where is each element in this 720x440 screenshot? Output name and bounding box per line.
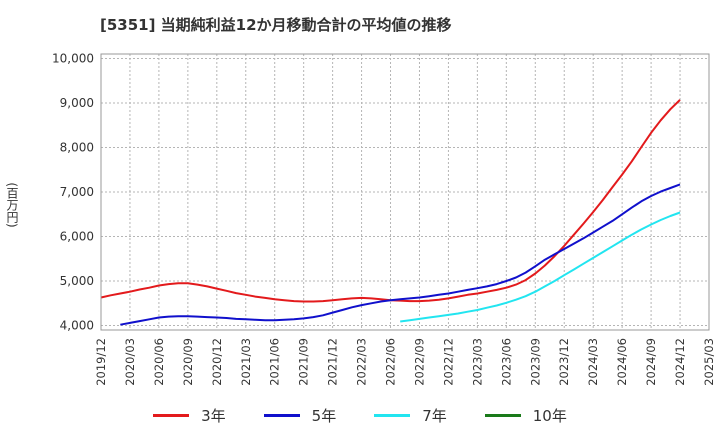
x-tick-label: 2022/03 (355, 338, 369, 386)
x-tick-label: 2021/06 (268, 338, 282, 386)
y-tick-label: 4,000 (60, 319, 94, 333)
y-tick-label: 9,000 (60, 96, 94, 110)
x-tick-label: 2023/09 (528, 338, 542, 386)
y-tick-label: 6,000 (60, 230, 94, 244)
series-line (120, 183, 681, 326)
x-tick-label: 2021/12 (326, 338, 340, 386)
x-tick-label: 2024/09 (644, 338, 658, 386)
y-tick-label: 8,000 (60, 140, 94, 154)
x-tick-label: 2020/03 (123, 338, 137, 386)
x-tick-label: 2020/06 (152, 338, 166, 386)
x-tick-label: 2023/12 (557, 338, 571, 386)
y-axis-ticks: 4,000 5,000 6,000 7,000 8,000 9,000 10,000 (52, 51, 94, 332)
x-tick-label: 2022/12 (441, 338, 455, 386)
legend: 3年 5年 7年 10年 (0, 403, 720, 427)
x-tick-label: 2020/12 (210, 338, 224, 386)
x-tick-label: 2023/06 (499, 338, 513, 386)
y-tick-label: 10,000 (52, 51, 94, 65)
legend-item: 10年 (484, 403, 567, 427)
chart-title: [5351] 当期純利益12か月移動合計の平均値の推移 (100, 16, 452, 34)
legend-swatch (153, 413, 190, 417)
legend-swatch (484, 413, 521, 417)
x-tick-label: 2021/09 (297, 338, 311, 386)
x-tick-label: 2022/09 (412, 338, 426, 386)
legend-label: 10年 (532, 406, 567, 425)
x-tick-label: 2024/12 (673, 338, 687, 386)
y-axis-label: (百万円) (5, 182, 19, 228)
x-tick-label: 2021/03 (239, 338, 253, 386)
legend-swatch (374, 413, 411, 417)
x-tick-label: 2023/03 (470, 338, 484, 386)
legend-label: 7年 (422, 406, 447, 425)
x-tick-label: 2025/03 (702, 338, 716, 386)
series-lines (100, 99, 681, 326)
grid-lines (100, 54, 710, 330)
x-tick-label: 2024/03 (586, 338, 600, 386)
plot-frame (100, 53, 710, 331)
y-tick-label: 5,000 (60, 274, 94, 288)
x-tick-label: 2020/09 (181, 338, 195, 386)
legend-item: 3年 (153, 403, 226, 427)
legend-label: 3年 (201, 406, 226, 425)
x-tick-label: 2024/06 (615, 338, 629, 386)
legend-swatch (263, 413, 300, 417)
legend-item: 5年 (263, 403, 337, 427)
legend-item: 7年 (374, 403, 447, 427)
series-line (400, 211, 681, 323)
y-tick-label: 7,000 (60, 185, 94, 199)
legend-label: 5年 (311, 406, 337, 425)
x-tick-label: 2022/06 (384, 338, 398, 386)
x-axis-ticks: 2019/12 2020/03 2020/06 2020/09 2020/12 2021/… (94, 338, 716, 386)
x-tick-label: 2019/12 (94, 338, 108, 386)
